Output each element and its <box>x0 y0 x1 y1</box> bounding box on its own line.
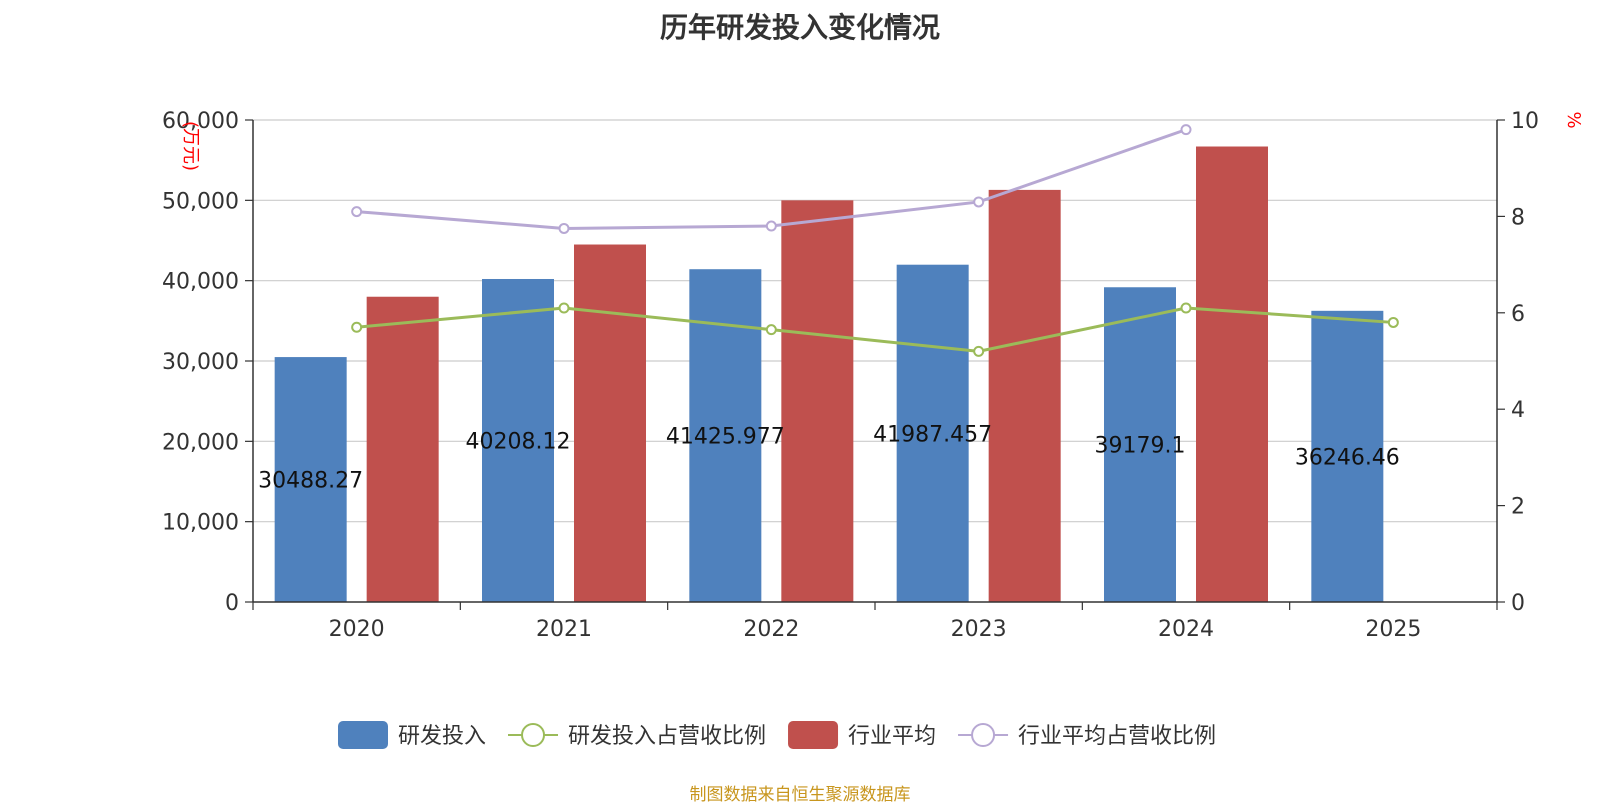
y-right-tick-label: 6 <box>1511 302 1525 327</box>
y-right-axis-unit: % <box>1563 111 1584 128</box>
y-right-tick-label: 4 <box>1511 398 1525 423</box>
grid-lines <box>253 119 1497 523</box>
bar-industry-average <box>781 200 854 603</box>
legend-swatch-industry-average <box>788 721 839 749</box>
line-point-industry-ratio <box>351 206 363 218</box>
y-left-tick-label: 40,000 <box>162 270 239 295</box>
data-labels: 30488.27 40208.12 41425.977 41987.457 39179.… <box>258 422 1400 493</box>
x-tick-label: 2024 <box>1158 617 1214 642</box>
bar-value-label: 30488.27 <box>258 469 363 494</box>
line-industry-ratio <box>356 128 1187 230</box>
bar-value-label: 41425.977 <box>666 425 785 450</box>
bar-value-label: 41987.457 <box>873 422 992 447</box>
y-left-axis-unit: (万元) <box>180 121 201 171</box>
x-tick-label: 2021 <box>536 617 592 642</box>
y-left-tick-label: 50,000 <box>162 189 239 214</box>
line-point-rd-ratio <box>1180 302 1192 314</box>
bar-industry-average <box>574 244 646 602</box>
legend-label-industry-average: 行业平均 <box>848 724 936 749</box>
source-footer: 制图数据来自恒生聚源数据库 <box>689 785 911 805</box>
bar-value-label: 40208.12 <box>466 429 571 454</box>
chart-title: 历年研发投入变化情况 <box>659 11 940 44</box>
bar-rd-investment <box>1311 310 1384 602</box>
y-left-tick-label: 10,000 <box>162 511 239 536</box>
line-point-rd-ratio <box>558 302 570 314</box>
line-point-industry-ratio <box>1180 124 1192 136</box>
legend-label-rd-investment: 研发投入 <box>398 724 486 749</box>
bar-value-label: 36246.46 <box>1295 445 1400 470</box>
bar-industry-average <box>988 189 1061 602</box>
legend: 研发投入 研发投入占营收比例 行业平均 行业平均占营收比例 <box>338 721 1216 749</box>
y-right-tick-label: 2 <box>1511 495 1525 520</box>
y-right-tick-label: 8 <box>1511 205 1525 230</box>
bar-rd-investment <box>482 278 554 602</box>
legend-swatch-rd-investment <box>338 721 388 749</box>
line-point-rd-ratio <box>765 324 777 336</box>
y-left-tick-label: 60,000 <box>162 109 239 134</box>
x-tick-label: 2022 <box>743 617 799 642</box>
line-point-rd-ratio <box>973 345 985 357</box>
bar-series <box>274 146 1384 603</box>
line-rd-ratio <box>356 306 1394 353</box>
legend-label-rd-ratio: 研发投入占营收比例 <box>568 724 766 749</box>
x-tick-label: 2025 <box>1365 617 1421 642</box>
line-point-industry-ratio <box>973 196 985 208</box>
line-point-rd-ratio <box>351 321 363 333</box>
legend-label-industry-ratio: 行业平均占营收比例 <box>1018 724 1216 749</box>
bar-industry-average <box>1196 146 1268 602</box>
y-right-tick-label: 0 <box>1511 591 1525 616</box>
x-tick-label: 2023 <box>951 617 1007 642</box>
y-right-tick-label: 10 <box>1511 109 1539 134</box>
y-left-tick-label: 20,000 <box>162 430 239 455</box>
bar-value-label: 39179.1 <box>1095 434 1186 459</box>
legend-marker-rd-ratio <box>521 723 546 747</box>
axes: 0 10,000 20,000 30,000 40,000 50,000 60,000 0 2 4… <box>162 109 1584 642</box>
y-left-tick-label: 30,000 <box>162 350 239 375</box>
bar-rd-investment <box>274 357 347 602</box>
line-point-industry-ratio <box>765 220 777 232</box>
bar-industry-average <box>366 296 439 602</box>
legend-marker-industry-ratio <box>971 723 996 747</box>
y-left-tick-label: 0 <box>225 591 239 616</box>
line-point-industry-ratio <box>558 222 570 234</box>
x-tick-label: 2020 <box>329 617 385 642</box>
line-point-rd-ratio <box>1387 316 1399 328</box>
bar-rd-investment <box>1104 287 1176 602</box>
line-series <box>351 124 1399 357</box>
bar-rd-investment <box>896 264 969 602</box>
